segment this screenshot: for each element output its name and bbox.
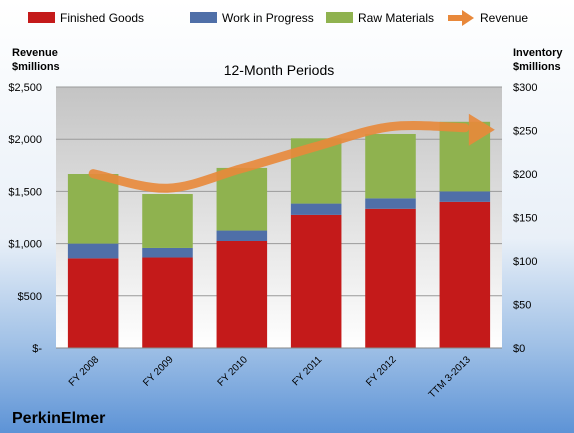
right-tick-label: $150 — [513, 213, 537, 225]
left-tick-label: $1,000 — [8, 239, 42, 251]
left-tick-label: $1,500 — [8, 186, 42, 198]
bar-raw-materials — [142, 194, 193, 248]
bar-raw-materials — [365, 133, 416, 199]
revenue-point — [390, 126, 392, 128]
legend-label: Finished Goods — [60, 11, 144, 25]
right-tick-label: $200 — [513, 169, 537, 181]
company-name: PerkinElmer — [12, 410, 105, 427]
right-tick-label: $100 — [513, 256, 537, 268]
right-tick-label: $250 — [513, 126, 537, 138]
left-tick-label: $2,000 — [8, 134, 42, 146]
right-tick-label: $0 — [513, 343, 525, 355]
right-tick-label: $50 — [513, 300, 531, 312]
revenue-point — [464, 127, 466, 129]
revenue-line-path — [88, 121, 470, 193]
left-tick-label: $500 — [18, 291, 42, 303]
revenue-point — [92, 173, 94, 175]
bar-work-in-progress — [142, 247, 193, 258]
bar-work-in-progress — [290, 203, 342, 215]
gridlines — [56, 86, 502, 297]
legend-label: Revenue — [480, 11, 528, 25]
chart-title: 12-Month Periods — [224, 62, 335, 78]
plot-area — [56, 87, 502, 348]
bar-work-in-progress — [439, 191, 491, 202]
legend: Finished Goods Work in Progress Raw Materi… — [28, 10, 528, 26]
legend-arrow-icon — [462, 10, 474, 26]
revenue-line — [88, 113, 495, 193]
bar-raw-materials — [67, 174, 119, 244]
revenue-point — [315, 146, 317, 148]
legend-swatch — [28, 12, 55, 23]
bar-work-in-progress — [67, 243, 119, 259]
revenue-arrowhead — [468, 113, 495, 146]
revenue-point — [167, 187, 169, 189]
legend-swatch — [326, 12, 353, 23]
legend-swatch — [190, 12, 217, 23]
left-axis-title-line2: $millions — [12, 61, 60, 73]
right-axis-title-line2: $millions — [513, 61, 561, 73]
bar-finished-goods — [142, 257, 193, 348]
bar-work-in-progress — [216, 230, 268, 241]
bar-finished-goods — [290, 214, 342, 348]
revenue-point — [241, 167, 243, 169]
left-axis-title-line1: Revenue — [12, 47, 58, 59]
bar-finished-goods — [216, 240, 268, 348]
right-tick-label: $300 — [513, 82, 537, 94]
left-tick-label: $2,500 — [8, 82, 42, 94]
bar-work-in-progress — [365, 198, 416, 209]
left-tick-label: $- — [32, 343, 42, 355]
right-axis-title-line1: Inventory — [513, 47, 563, 59]
legend-label: Raw Materials — [358, 11, 434, 25]
bar-finished-goods — [365, 208, 416, 348]
bar-finished-goods — [67, 258, 119, 348]
bar-finished-goods — [439, 201, 491, 348]
bars — [67, 121, 491, 348]
legend-label: Work in Progress — [222, 11, 314, 25]
